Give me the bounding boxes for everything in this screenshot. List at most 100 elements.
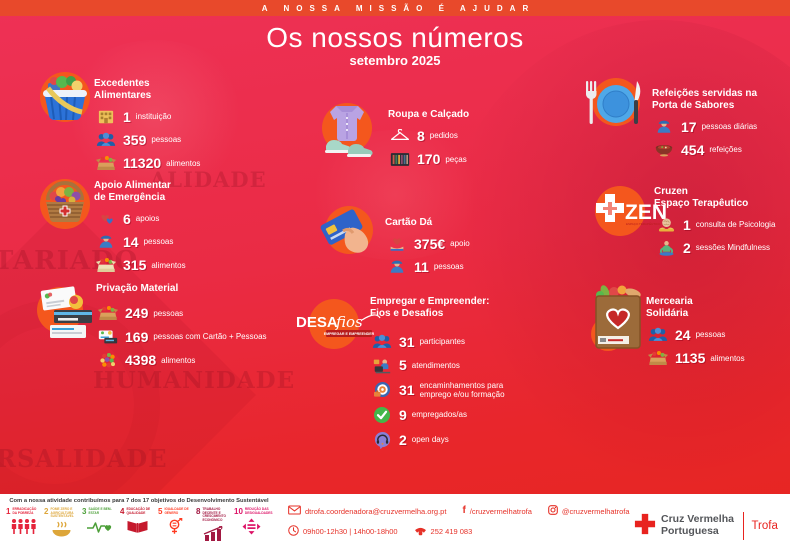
stat-value: 375€ <box>414 235 446 252</box>
stat-value: 1135 <box>675 350 706 367</box>
headset-icon <box>370 431 394 449</box>
section-refeicoes-porta-sabores: Refeições servidas na Porta de Sabores 1… <box>578 72 788 158</box>
stat-label: pessoas <box>433 262 464 272</box>
stat-row: 2 sessões Mindfulness <box>654 240 788 256</box>
stat-row: 24 pessoas <box>646 327 788 343</box>
stat-value: 315 <box>123 257 147 274</box>
hand-card-icon <box>315 200 379 267</box>
stat-row: 170 peças <box>388 151 533 168</box>
stat-label: alimentos <box>166 158 201 168</box>
stat-label: pessoas <box>143 237 174 246</box>
people-icon <box>646 327 670 342</box>
stat-label: alimentos <box>710 353 745 363</box>
person-icon <box>652 119 676 134</box>
stat-label: apoio <box>450 239 470 249</box>
stat-row: 8 pedidos <box>388 128 533 144</box>
sdg-gender-equality-pictogram <box>169 518 183 534</box>
sdg-4-icon: 4 EDUCAÇÃO DE QUALIDADE <box>120 507 155 542</box>
stat-label: pessoas <box>695 330 726 339</box>
stat-value: 17 <box>681 118 697 135</box>
hanger-icon <box>388 128 412 143</box>
people-icon <box>94 132 118 147</box>
stat-label: pessoas com Cartão + Pessoas <box>153 332 267 342</box>
food-basket-icon <box>34 68 96 135</box>
stat-row: 315 alimentos <box>94 257 269 274</box>
food-pile-icon <box>96 352 120 369</box>
red-cross-icon <box>634 513 656 540</box>
section-title: Apoio Alimentar de Emergência <box>94 180 171 203</box>
stat-value: 359 <box>123 131 147 148</box>
stat-row: 6 apoios <box>94 211 269 227</box>
stat-value: 24 <box>675 326 691 343</box>
svg-text:ZEN: ZEN <box>625 201 666 224</box>
clothes-rack-icon <box>388 151 412 168</box>
shirt-shoes-icon <box>314 98 380 169</box>
facebook-icon: f <box>462 505 466 516</box>
watermark-text: RSALIDADE <box>0 444 168 473</box>
stat-value: 2 <box>683 239 691 256</box>
footer: Com a nossa atividade contribuímos para … <box>0 494 790 559</box>
stat-value: 31 <box>399 333 415 350</box>
building-icon <box>94 109 118 125</box>
cvp-branch: Trofa <box>751 520 778 532</box>
section-apoio-alimentar-emergencia: Apoio Alimentar de Emergência 6 apoios 1… <box>34 172 269 274</box>
sdg-growth-chart-pictogram <box>203 525 223 541</box>
fruit-basket-icon <box>34 174 96 241</box>
stat-row: 31 participantes <box>370 334 523 350</box>
stat-value: 454 <box>681 141 705 158</box>
sdg-heading: Com a nossa atividade contribuímos para … <box>9 498 269 504</box>
stat-row: 249 pessoas <box>96 305 279 322</box>
sdg-8-icon: 8 TRABALHO DECENTE E CRESCIMENTO ECONÓMIC… <box>196 507 231 542</box>
stat-label: pessoas <box>151 135 182 144</box>
stat-row: 11 pessoas <box>385 259 530 275</box>
sdg-equality-pictogram <box>242 518 261 535</box>
instagram-contact: @cruzvermelhatrofa <box>548 505 630 517</box>
stat-row: 9 empregados/as <box>370 406 523 424</box>
stat-label: consulta de Psicologia <box>695 220 776 229</box>
stat-value: 31 <box>399 381 415 398</box>
phone-icon <box>414 526 427 538</box>
cruzen-zen-logo: ZEN ESPAÇO TERAPÊUTICO <box>580 182 667 245</box>
stat-value: 249 <box>125 305 149 322</box>
sdg-icons-row: 1 ERRADICAÇÃO DA POBREZA 2 FOME ZERO E AGR… <box>6 507 273 542</box>
sdg-5-icon: 5 IGUALDADE DE GÉNERO <box>158 507 193 542</box>
desafios-logo: DESA fios EMPREGAR E EMPREENDER <box>288 294 384 359</box>
food-box-icon <box>96 305 120 322</box>
section-title: Refeições servidas na Porta de Sabores <box>652 88 758 111</box>
food-box-icon <box>94 257 118 274</box>
heart-hand-icon <box>385 236 409 252</box>
section-privacao-material: Privação Material 249 pessoas 169 pessoa… <box>34 276 279 369</box>
stat-row: 169 pessoas com Cartão + Pessoas <box>96 329 279 345</box>
email-contact: dtrofa.coordenadora@cruzvermelha.org.pt <box>288 505 446 517</box>
stat-row: 1 instituição <box>94 109 269 125</box>
stat-value: 1 <box>123 108 131 125</box>
stat-row: 11320 alimentos <box>94 155 269 172</box>
section-cartao-da: Cartão Dá 375€ apoio 11 pessoas <box>315 196 530 275</box>
food-box-icon <box>646 350 670 367</box>
stat-label: alimentos <box>161 355 196 365</box>
sdg-1-icon: 1 ERRADICAÇÃO DA POBREZA <box>6 507 41 542</box>
stat-value: 9 <box>399 406 407 423</box>
stat-label: pessoas diárias <box>701 122 758 131</box>
stat-label: alimentos <box>151 260 186 270</box>
stat-value: 14 <box>123 233 139 250</box>
envelope-icon <box>288 505 301 517</box>
bowl-icon <box>652 143 676 157</box>
stat-row: 4398 alimentos <box>96 352 279 369</box>
stat-label: sessões Mindfulness <box>695 243 771 252</box>
stat-label: peças <box>445 154 467 164</box>
clock-icon <box>288 525 299 538</box>
section-title: Excedentes Alimentares <box>94 78 152 101</box>
person-icon <box>94 234 118 249</box>
stat-label: refeições <box>709 145 742 154</box>
stat-value: 11 <box>414 258 429 275</box>
mission-banner-text: A NOSSA MISSÃO É AJUDAR <box>261 3 536 13</box>
stat-label: atendimentos <box>411 360 460 370</box>
watermark-text: HUMANIDADE <box>93 367 296 394</box>
page-subtitle: setembro 2025 <box>349 53 441 68</box>
stat-row: 1 consulta de Psicologia <box>654 217 788 233</box>
stat-label: apoios <box>135 214 160 223</box>
section-title: Mercearia Solidária <box>646 296 693 319</box>
section-excedentes-alimentares: Excedentes Alimentares 1 instituição 359… <box>34 64 269 172</box>
